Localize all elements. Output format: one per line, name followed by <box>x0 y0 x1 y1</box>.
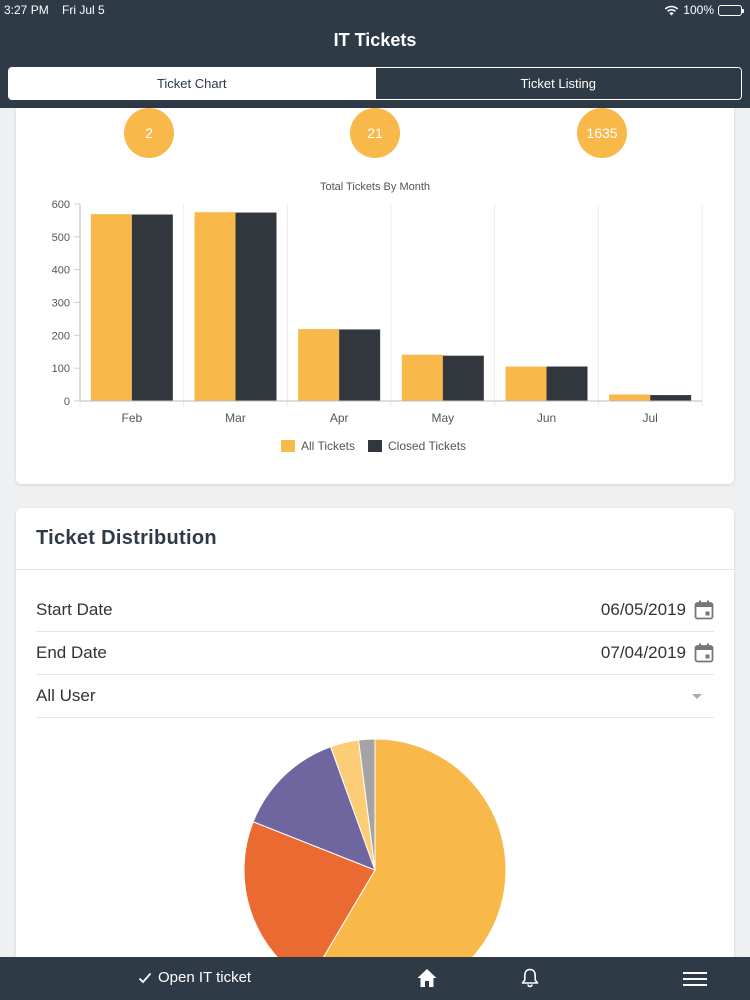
start-date-label: Start Date <box>36 600 113 619</box>
y-tick-label: 300 <box>52 298 70 310</box>
y-tick-label: 0 <box>64 396 70 408</box>
status-time: 3:27 PM <box>4 3 49 17</box>
open-ticket-button[interactable]: Open IT ticket <box>138 969 251 986</box>
bar <box>298 329 340 401</box>
chart-card: 2 21 1635 Total Tickets By Month 0 100 200 3… <box>16 108 734 484</box>
summary-badge[interactable]: 1635 <box>577 108 627 158</box>
bar <box>442 355 484 401</box>
distribution-card: Ticket Distribution Start Date 06/05/201… <box>16 508 734 1000</box>
calendar-icon[interactable] <box>694 600 714 620</box>
checkmark-icon <box>138 972 152 983</box>
summary-badge[interactable]: 2 <box>124 108 174 158</box>
bar <box>339 329 381 401</box>
pie-slice <box>252 746 376 871</box>
open-ticket-label: Open IT ticket <box>158 969 252 986</box>
home-icon[interactable] <box>416 967 438 989</box>
user-select-value: All User <box>36 686 96 705</box>
bar <box>546 366 588 401</box>
end-date-value[interactable]: 07/04/2019 <box>600 643 686 662</box>
start-date-row[interactable]: Start Date 06/05/2019 <box>36 589 714 632</box>
legend-swatch <box>368 440 382 452</box>
user-select[interactable]: All User <box>36 675 714 718</box>
app-header: 3:27 PM Fri Jul 5 100% IT Tickets Ticket… <box>0 0 750 108</box>
chevron-down-icon[interactable] <box>692 693 702 699</box>
battery-icon <box>718 4 744 16</box>
y-tick-label: 100 <box>52 363 70 375</box>
bar <box>505 366 547 401</box>
bottom-bar: Open IT ticket <box>0 957 750 1000</box>
status-date: Fri Jul 5 <box>62 3 105 17</box>
end-date-label: End Date <box>36 643 107 662</box>
status-right: 100% <box>664 3 744 17</box>
page-title: IT Tickets <box>333 30 417 50</box>
bar <box>235 212 277 401</box>
pie-slice <box>358 738 376 871</box>
legend-swatch <box>281 440 295 452</box>
y-tick-label: 500 <box>52 232 70 244</box>
calendar-icon[interactable] <box>694 643 714 663</box>
bar <box>90 214 132 401</box>
tab-ticket-listing[interactable]: Ticket Listing <box>374 68 741 99</box>
x-tick-label: Mar <box>225 411 246 425</box>
legend-label: Closed Tickets <box>388 439 466 453</box>
summary-badge[interactable]: 21 <box>350 108 400 158</box>
bar <box>650 395 692 401</box>
bar <box>131 214 173 401</box>
x-tick-label: May <box>431 411 454 425</box>
bell-icon[interactable] <box>520 967 540 989</box>
pie-slice <box>307 738 507 1000</box>
bar-chart: Total Tickets By Month 0 100 200 300 400 500 60… <box>52 181 703 453</box>
bar <box>609 394 651 401</box>
distribution-title: Ticket Distribution <box>16 508 734 570</box>
bar <box>194 212 236 401</box>
x-tick-label: Feb <box>121 411 142 425</box>
y-tick-label: 200 <box>52 330 70 342</box>
tab-ticket-chart[interactable]: Ticket Chart <box>9 68 375 99</box>
legend-label: All Tickets <box>301 439 355 453</box>
x-tick-label: Jul <box>642 411 657 425</box>
x-tick-label: Apr <box>330 411 349 425</box>
y-tick-label: 400 <box>52 265 70 277</box>
y-tick-label: 600 <box>52 199 70 211</box>
wifi-icon <box>665 5 679 15</box>
battery-percent: 100% <box>683 3 714 17</box>
pie-chart <box>243 738 507 1000</box>
end-date-row[interactable]: End Date 07/04/2019 <box>36 632 714 675</box>
tab-bar: Ticket Chart Ticket Listing <box>8 67 742 100</box>
start-date-value[interactable]: 06/05/2019 <box>600 600 686 619</box>
bar <box>401 354 443 401</box>
status-bar: 3:27 PM Fri Jul 5 100% <box>0 3 750 19</box>
chart-title: Total Tickets By Month <box>320 181 430 193</box>
x-tick-label: Jun <box>537 411 556 425</box>
hamburger-menu-icon[interactable] <box>683 970 707 988</box>
